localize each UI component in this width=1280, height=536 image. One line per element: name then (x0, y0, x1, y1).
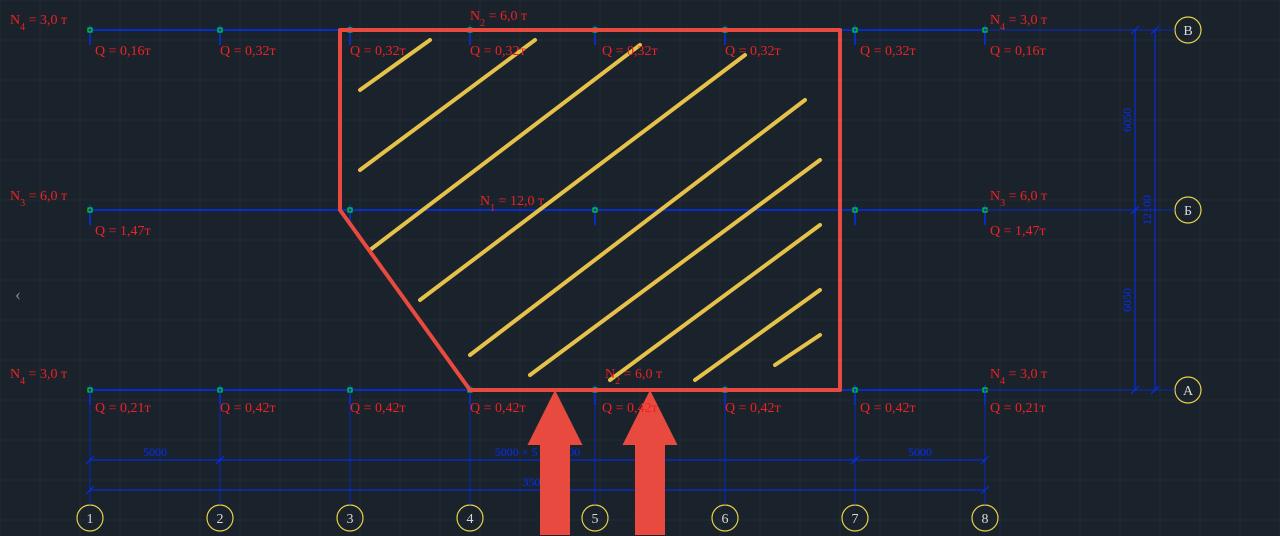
axis-label: А (1183, 384, 1194, 399)
q-label: Q = 0,21т (990, 401, 1046, 416)
q-label: Q = 0,42т (860, 401, 916, 416)
axis-label: 2 (217, 512, 224, 527)
q-label: Q = 0,42т (725, 401, 781, 416)
q-label: Q = 0,42т (350, 401, 406, 416)
axis-label: 3 (347, 512, 354, 527)
q-label: Q = 0,21т (95, 401, 151, 416)
dim-label: 6050 (1120, 108, 1134, 132)
q-label: Q = 0,32т (602, 44, 658, 59)
q-label: Q = 0,16т (990, 44, 1046, 59)
axis-label: 4 (467, 512, 474, 527)
q-label: Q = 1,47т (990, 224, 1046, 239)
q-label: Q = 0,42т (470, 401, 526, 416)
q-label: Q = 0,16т (95, 44, 151, 59)
q-label: Q = 0,32т (220, 44, 276, 59)
axis-label: 7 (852, 512, 859, 527)
dim-label: 5000 (143, 445, 167, 459)
dim-label: 6050 (1120, 288, 1134, 312)
axis-label: 5 (592, 512, 599, 527)
nav-chevron-left[interactable]: ‹ (15, 284, 21, 304)
dim-label: 12100 (1140, 195, 1154, 225)
engineering-diagram: ‹50005000 × 5 = 250005000350006050605012… (0, 0, 1280, 536)
q-label: Q = 0,42т (220, 401, 276, 416)
dim-label: 5000 (908, 445, 932, 459)
q-label: Q = 0,32т (725, 44, 781, 59)
q-label: Q = 0,32т (860, 44, 916, 59)
q-label: Q = 1,47т (95, 224, 151, 239)
axis-label: 8 (982, 512, 989, 527)
axis-label: 6 (722, 512, 729, 527)
axis-label: 1 (87, 512, 94, 527)
q-label: Q = 0,32т (350, 44, 406, 59)
axis-label: В (1183, 24, 1192, 39)
q-label: Q = 0,42т (602, 401, 658, 416)
axis-label: Б (1184, 204, 1192, 219)
q-label: Q = 0,32т (470, 44, 526, 59)
